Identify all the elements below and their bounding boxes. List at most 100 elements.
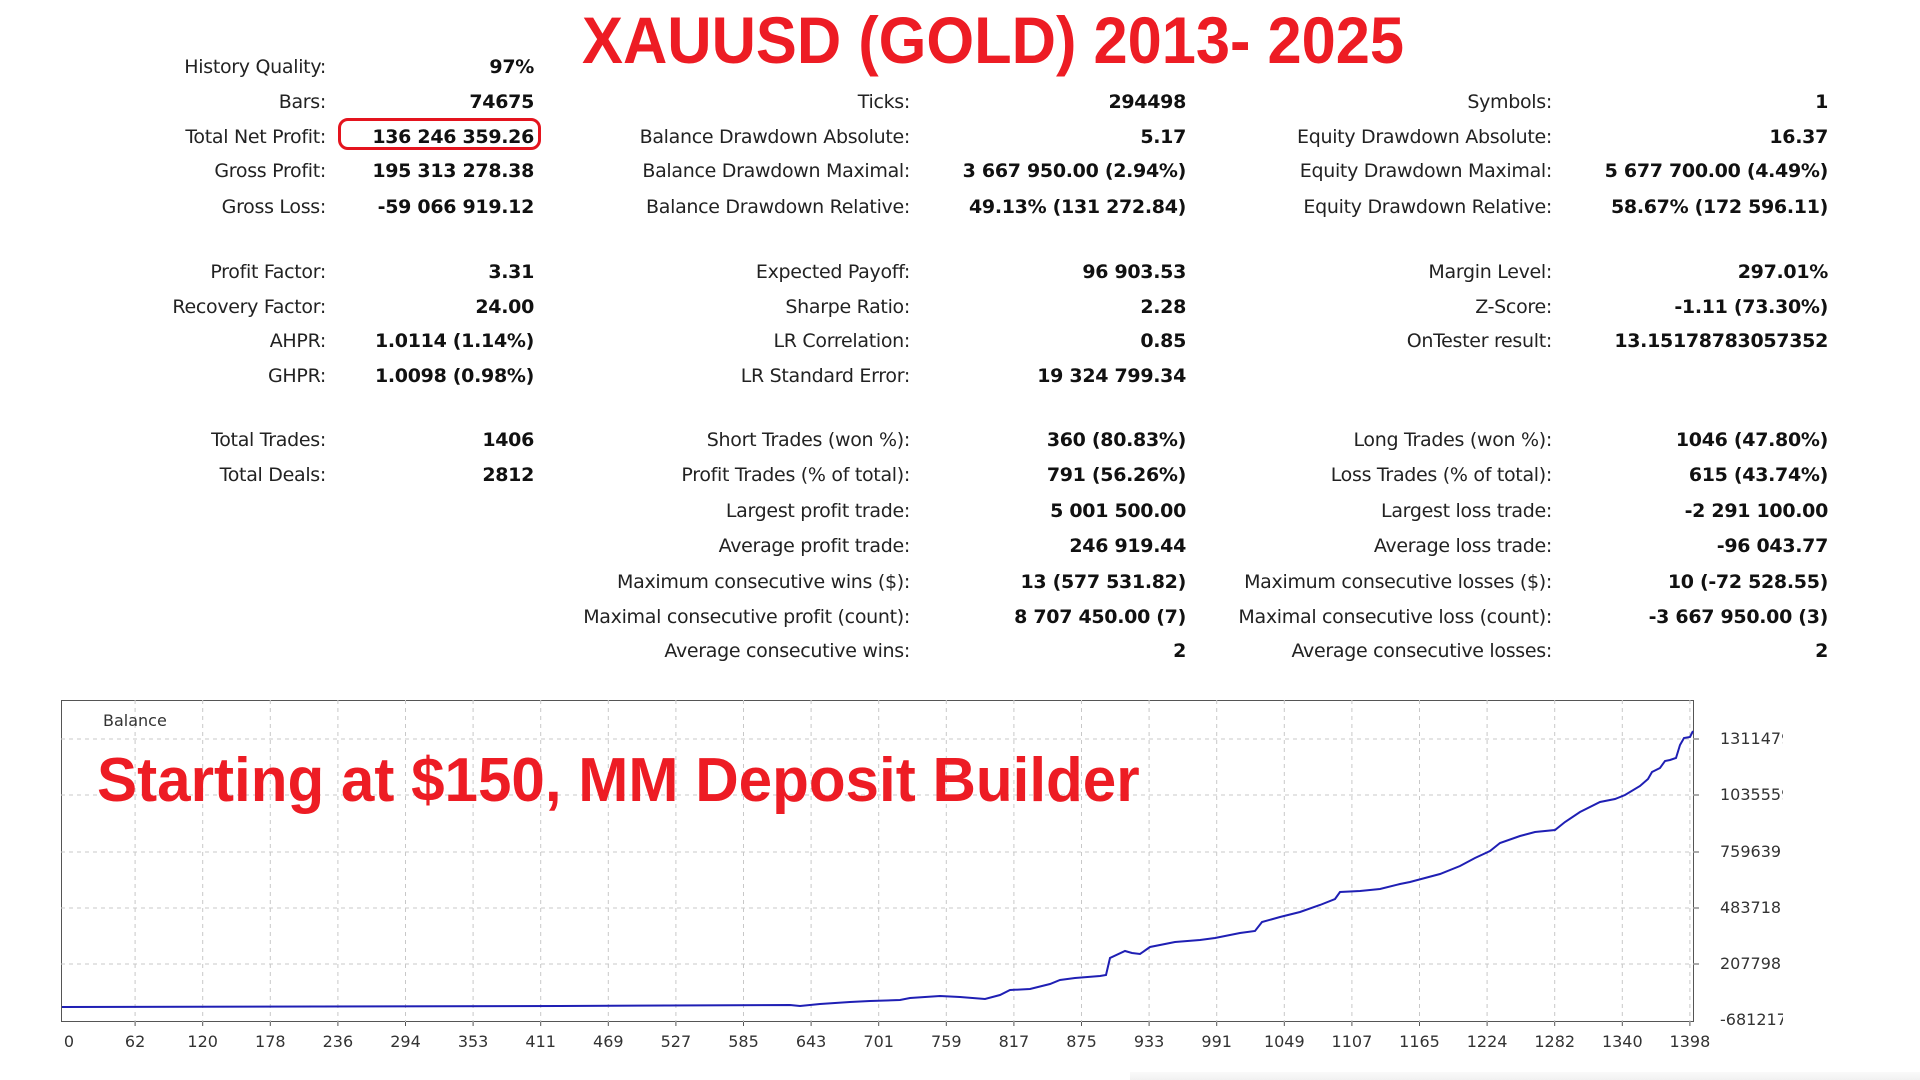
- stat-label: Maximal consecutive profit (count):: [583, 606, 910, 628]
- stat-value: 246 919.44: [1069, 535, 1186, 557]
- stat-value: 1: [1815, 91, 1828, 113]
- stat-label: Short Trades (won %):: [706, 429, 911, 451]
- stat-value: 2812: [482, 464, 534, 486]
- stat-label: Bars:: [278, 91, 327, 113]
- stat-value: 2.28: [1140, 296, 1186, 318]
- stat-value: -2 291 100.00: [1684, 500, 1829, 522]
- x-tick-label: 1282: [1534, 1032, 1576, 1051]
- stat-value: 13 (577 531.82): [1020, 571, 1186, 593]
- x-tick-label: 701: [863, 1032, 894, 1051]
- x-tick-label: 643: [795, 1032, 827, 1051]
- stat-label: Margin Level:: [1428, 261, 1552, 283]
- x-tick-label: 1224: [1466, 1032, 1508, 1051]
- x-tick-label: 411: [525, 1032, 556, 1051]
- stat-label: Expected Payoff:: [755, 261, 910, 283]
- stat-value: 19 324 799.34: [1037, 365, 1186, 387]
- stat-label: Maximum consecutive losses ($):: [1244, 571, 1552, 593]
- bottom-shadow: [1130, 1072, 1920, 1080]
- stat-value: 58.67% (172 596.11): [1610, 196, 1828, 218]
- stat-label: Maximum consecutive wins ($):: [617, 571, 910, 593]
- stat-value: -96 043.77: [1716, 535, 1829, 557]
- stat-value: 10 (-72 528.55): [1667, 571, 1828, 593]
- stat-label: Balance Drawdown Absolute:: [639, 126, 911, 148]
- balance-line: [61, 730, 1694, 1008]
- stat-label: Gross Profit:: [214, 160, 326, 182]
- stat-label: Largest profit trade:: [725, 500, 910, 522]
- stat-label: Balance Drawdown Maximal:: [642, 160, 910, 182]
- stat-value: 24.00: [475, 296, 534, 318]
- y-tick-label: 207798: [1720, 954, 1782, 973]
- stat-value: 5 677 700.00 (4.49%): [1604, 160, 1829, 182]
- x-tick-label: 1398: [1669, 1032, 1711, 1051]
- stat-label: Equity Drawdown Maximal:: [1299, 160, 1553, 182]
- stat-value: 97%: [489, 56, 534, 78]
- stat-label: AHPR:: [269, 330, 327, 352]
- balance-chart: [61, 700, 1694, 1022]
- x-tick-label: 527: [660, 1032, 692, 1051]
- stat-value: 1.0114 (1.14%): [374, 330, 534, 352]
- y-tick-label: 1035559: [1720, 785, 1783, 804]
- report-title: XAUUSD (GOLD) 2013- 2025: [582, 3, 1405, 77]
- stat-value: 360 (80.83%): [1046, 429, 1186, 451]
- stat-value: 2: [1173, 640, 1186, 662]
- x-tick-label: 0: [63, 1032, 75, 1051]
- x-tick-label: 1049: [1263, 1032, 1305, 1051]
- stat-value: 13.15178783057352: [1614, 330, 1828, 352]
- stat-value: -1.11 (73.30%): [1674, 296, 1828, 318]
- x-tick-label: 585: [728, 1032, 759, 1051]
- stat-value: 2: [1815, 640, 1828, 662]
- x-tick-label: 178: [255, 1032, 286, 1051]
- x-tick-label: 759: [931, 1032, 962, 1051]
- stat-label: History Quality:: [184, 56, 326, 78]
- stat-label: Average consecutive losses:: [1291, 640, 1552, 662]
- y-tick-label: 759639: [1720, 842, 1782, 861]
- x-tick-label: 933: [1133, 1032, 1165, 1051]
- x-tick-label: 294: [390, 1032, 421, 1051]
- stat-value: 74675: [469, 91, 534, 113]
- stat-label: Sharpe Ratio:: [785, 296, 910, 318]
- stat-value: 1.0098 (0.98%): [374, 365, 534, 387]
- stat-label: Average loss trade:: [1373, 535, 1552, 557]
- stat-label: OnTester result:: [1406, 330, 1553, 352]
- stat-label: Z-Score:: [1475, 296, 1552, 318]
- stat-value: 5.17: [1140, 126, 1186, 148]
- stat-label: GHPR:: [268, 365, 326, 387]
- x-tick-label: 236: [322, 1032, 354, 1051]
- x-tick-label: 1340: [1601, 1032, 1643, 1051]
- stat-value: -59 066 919.12: [377, 196, 535, 218]
- x-tick-label: 1165: [1399, 1032, 1440, 1051]
- x-tick-label: 991: [1201, 1032, 1232, 1051]
- x-tick-label: 875: [1066, 1032, 1097, 1051]
- stat-value: 3 667 950.00 (2.94%): [962, 160, 1187, 182]
- y-tick-label: -681217: [1720, 1010, 1783, 1029]
- stat-label: Total Trades:: [211, 429, 326, 451]
- overlay-caption: Starting at $150, MM Deposit Builder: [97, 746, 1140, 815]
- stat-label: Symbols:: [1467, 91, 1552, 113]
- stat-value: 1046 (47.80%): [1675, 429, 1828, 451]
- stat-label: Equity Drawdown Relative:: [1303, 196, 1552, 218]
- stat-label: Profit Factor:: [210, 261, 326, 283]
- stat-label: Average consecutive wins:: [664, 640, 910, 662]
- stat-value: 297.01%: [1737, 261, 1829, 283]
- stat-value: 1406: [482, 429, 534, 451]
- stat-label: Recovery Factor:: [172, 296, 326, 318]
- stat-value: 195 313 278.38: [372, 160, 534, 182]
- stat-value: 8 707 450.00 (7): [1014, 606, 1186, 628]
- stat-value: -3 667 950.00 (3): [1648, 606, 1829, 628]
- y-tick-label: 483718: [1720, 898, 1782, 917]
- stat-label: Total Deals:: [219, 464, 327, 486]
- stat-label: LR Standard Error:: [740, 365, 911, 387]
- stat-label: Gross Loss:: [221, 196, 327, 218]
- x-tick-label: 469: [593, 1032, 624, 1051]
- chart-title: Balance: [103, 711, 167, 730]
- y-tick-label: 1311479: [1720, 729, 1783, 748]
- stat-value: 294498: [1108, 91, 1186, 113]
- stat-value: 615 (43.74%): [1688, 464, 1828, 486]
- x-tick-label: 120: [187, 1032, 218, 1051]
- x-tick-label: 353: [457, 1032, 489, 1051]
- stat-label: Loss Trades (% of total):: [1330, 464, 1553, 486]
- stat-label: Long Trades (won %):: [1353, 429, 1552, 451]
- stat-value: 136 246 359.26: [372, 126, 534, 148]
- stat-value: 49.13% (131 272.84): [968, 196, 1186, 218]
